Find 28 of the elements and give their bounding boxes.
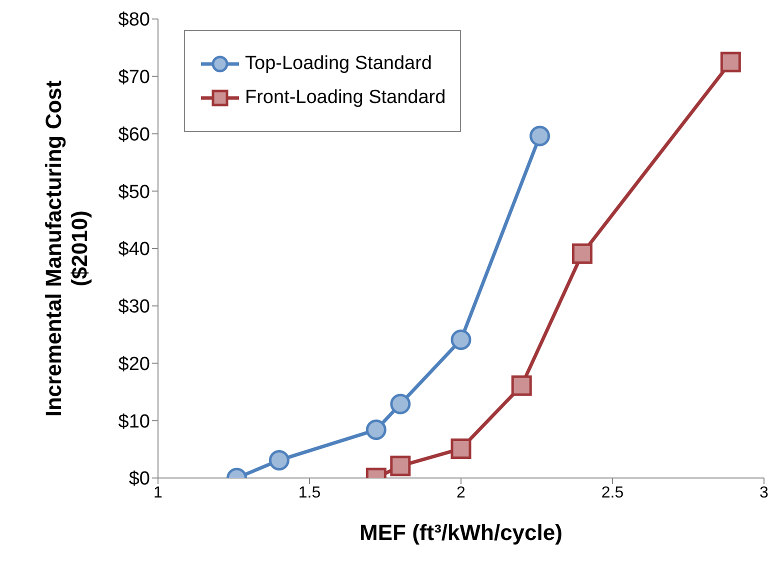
x-tick-label: 2 bbox=[456, 484, 466, 502]
point bbox=[530, 126, 550, 146]
point bbox=[366, 420, 386, 440]
y-tick-label: $10 bbox=[118, 411, 150, 432]
y-tick-label: $20 bbox=[118, 354, 150, 375]
point bbox=[511, 375, 532, 396]
legend-label: Top-Loading Standard bbox=[245, 53, 432, 75]
y-tick-label: $0 bbox=[128, 468, 150, 490]
point bbox=[720, 52, 741, 72]
x-axis-title: MEF (ft³/kWh/cycle) bbox=[360, 520, 562, 545]
y-tick-label: $70 bbox=[118, 67, 150, 88]
y-tick-label: $50 bbox=[118, 182, 150, 203]
point bbox=[390, 394, 411, 414]
x-tick-label: 1.5 bbox=[298, 484, 321, 502]
point bbox=[450, 438, 472, 459]
point bbox=[450, 329, 472, 350]
x-tick-label: 3 bbox=[760, 484, 769, 502]
y-tick-label: $30 bbox=[118, 296, 150, 318]
y-axis-title: Incremental Manufacturing Cost ($2010) bbox=[41, 80, 92, 417]
legend-label: Front-Loading Standard bbox=[245, 87, 446, 109]
point bbox=[572, 243, 592, 264]
y-tick-label: $60 bbox=[118, 124, 150, 146]
point bbox=[268, 450, 290, 470]
x-tick-label: 2.5 bbox=[601, 484, 624, 502]
point bbox=[390, 456, 411, 476]
x-tick-label: 1 bbox=[154, 484, 163, 502]
y-tick-label: $80 bbox=[118, 10, 150, 31]
y-tick-label: $40 bbox=[118, 239, 150, 260]
